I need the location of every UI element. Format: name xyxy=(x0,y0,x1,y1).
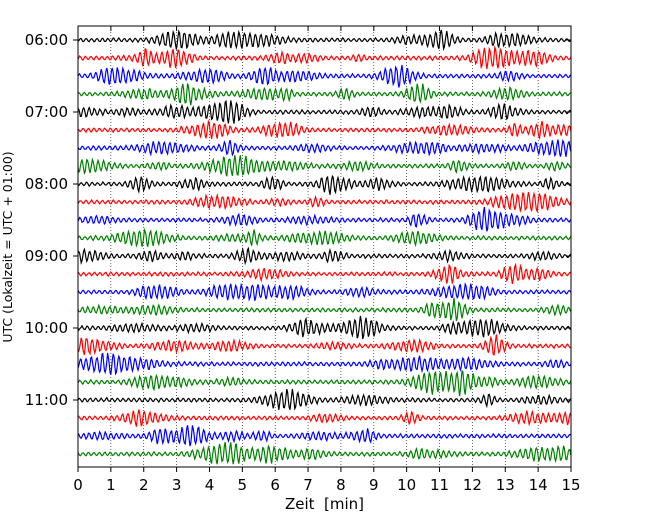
seismogram-trace xyxy=(77,297,572,322)
x-tick-label: 8 xyxy=(336,476,346,494)
seismogram-trace xyxy=(77,442,572,465)
seismogram-trace xyxy=(77,388,572,411)
seismogram-trace xyxy=(77,191,572,214)
seismogram-trace xyxy=(77,64,572,88)
seismogram-trace xyxy=(77,315,572,340)
seismogram-trace xyxy=(77,206,572,232)
seismogram-trace xyxy=(77,409,572,427)
y-tick-label: 09:00 xyxy=(25,247,68,265)
x-tick-label: 7 xyxy=(303,476,313,494)
x-tick-label: 9 xyxy=(369,476,379,494)
x-tick-label: 4 xyxy=(205,476,215,494)
x-tick-label: 15 xyxy=(561,476,580,494)
seismogram-trace xyxy=(77,425,572,447)
x-tick-label: 13 xyxy=(496,476,515,494)
x-tick-label: 2 xyxy=(139,476,149,494)
x-ticks: 0 1 2 3 4 5 6 7 8 9 10 11 12 13 14 15 xyxy=(73,26,581,494)
y-ticks: 06:00 07:00 08:00 09:00 10:00 11:00 xyxy=(25,31,571,409)
seismogram-trace xyxy=(77,29,572,52)
seismogram-trace xyxy=(77,227,572,248)
x-tick-label: 5 xyxy=(238,476,248,494)
plot-frame xyxy=(77,25,572,468)
x-axis-label: Zeit [min] xyxy=(285,495,364,513)
seismogram-trace xyxy=(77,369,572,397)
seismogram-trace xyxy=(77,262,572,285)
seismogram-trace xyxy=(77,99,572,124)
y-tick-label: 10:00 xyxy=(25,319,68,337)
y-tick-label: 11:00 xyxy=(25,391,68,409)
seismogram-trace xyxy=(77,282,572,302)
seismogram-trace xyxy=(77,139,572,158)
x-tick-label: 12 xyxy=(463,476,482,494)
y-tick-label: 08:00 xyxy=(25,175,68,193)
seismogram-trace xyxy=(77,155,571,177)
x-tick-label: 10 xyxy=(397,476,416,494)
seismogram-trace xyxy=(77,119,572,141)
x-tick-label: 0 xyxy=(73,476,83,494)
seismogram-trace xyxy=(77,174,572,195)
x-tick-label: 11 xyxy=(430,476,449,494)
y-axis-label: UTC (Lokalzeit = UTC + 01:00) xyxy=(0,151,15,342)
x-tick-label: 6 xyxy=(270,476,280,494)
x-tick-label: 3 xyxy=(172,476,182,494)
x-tick-label: 14 xyxy=(529,476,548,494)
y-tick-label: 07:00 xyxy=(25,103,68,121)
x-tick-label: 1 xyxy=(106,476,116,494)
seismogram-trace xyxy=(77,246,572,266)
y-tick-label: 06:00 xyxy=(25,31,68,49)
seismogram-trace xyxy=(77,334,572,356)
seismogram-trace xyxy=(77,352,572,376)
seismogram-trace xyxy=(77,83,571,106)
seismogram-trace xyxy=(77,45,572,70)
traces xyxy=(77,29,572,465)
